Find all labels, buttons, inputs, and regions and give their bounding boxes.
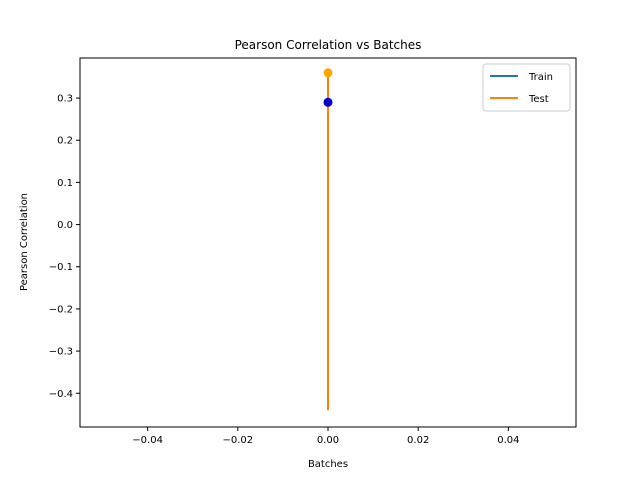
- legend-label-train: Train: [528, 72, 553, 83]
- y-tick-label: −0.2: [49, 304, 73, 315]
- x-tick-label: 0.04: [497, 435, 519, 446]
- marker-layer: [323, 68, 333, 107]
- legend: Train Test: [482, 63, 571, 112]
- plot-area: [79, 57, 577, 428]
- y-axis: −0.4 −0.3 −0.2 −0.1 0.0 0.1 0.2 0.3: [49, 94, 80, 400]
- y-tick-label: 0.0: [57, 220, 73, 231]
- point-marker-test: [323, 68, 333, 78]
- y-tick-label: −0.1: [49, 262, 73, 273]
- chart-title: Pearson Correlation vs Batches: [235, 38, 422, 52]
- y-tick-label: 0.3: [57, 94, 73, 105]
- x-axis: −0.04 −0.02 0.00 0.02 0.04: [132, 427, 519, 446]
- y-tick-label: 0.2: [57, 136, 73, 147]
- y-tick-label: −0.4: [49, 389, 73, 400]
- x-tick-label: −0.02: [222, 435, 253, 446]
- x-tick-label: 0.02: [407, 435, 429, 446]
- point-marker-train: [323, 97, 333, 107]
- x-tick-label: 0.00: [317, 435, 339, 446]
- legend-box: [482, 63, 571, 112]
- x-tick-label: −0.04: [132, 435, 163, 446]
- x-axis-label: Batches: [308, 459, 348, 470]
- y-tick-label: 0.1: [57, 178, 73, 189]
- y-tick-label: −0.3: [49, 347, 73, 358]
- legend-label-test: Test: [528, 94, 549, 105]
- y-axis-label: Pearson Correlation: [19, 193, 30, 291]
